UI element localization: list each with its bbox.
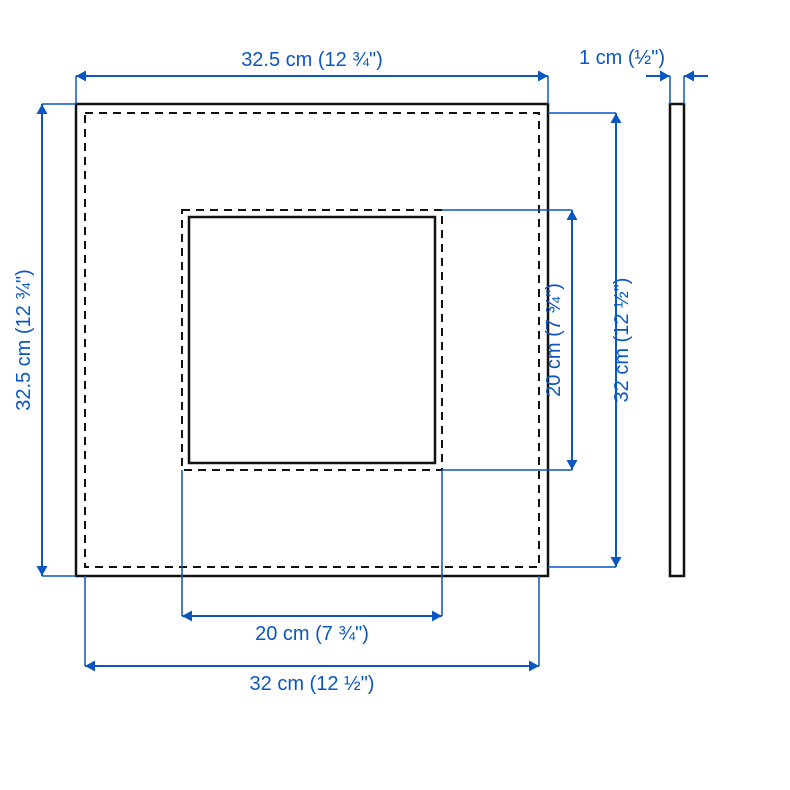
frame-side (670, 104, 684, 576)
frame-outer-dash (85, 113, 539, 567)
frame-opening (189, 217, 435, 463)
dimension-label: 32.5 cm (12 ¾") (241, 49, 383, 71)
dimension-diagram: 32.5 cm (12 ¾") 32.5 cm (12 ¾") 20 cm (7 ¾… (0, 0, 790, 790)
dimension-label: 1 cm (½") (579, 47, 665, 69)
frame-inner-dash (182, 210, 442, 470)
dimension-label: 20 cm (7 ¾") (255, 623, 369, 645)
frame-outer (76, 104, 548, 576)
dimension-label: 32 cm (12 ½") (250, 673, 375, 695)
dimension-label: 32 cm (12 ½") (611, 278, 633, 403)
dimension-label: 32.5 cm (12 ¾") (13, 269, 35, 411)
dimension-label: 20 cm (7 ¾") (543, 283, 565, 397)
